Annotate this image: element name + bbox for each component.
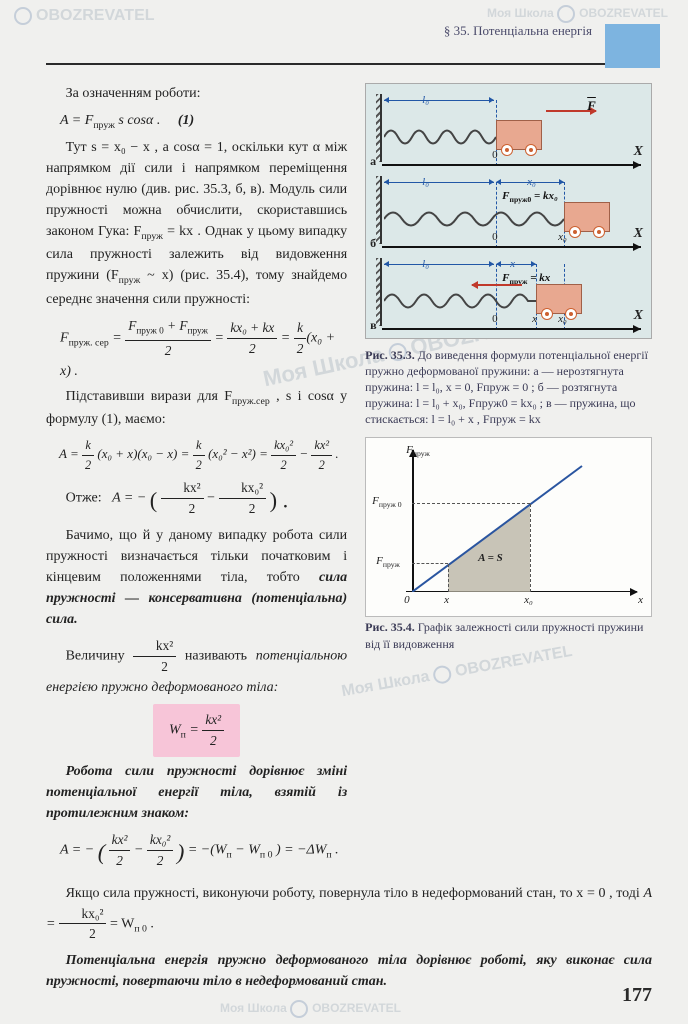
right-column: l₀ F X 0 а l₀ x₀ — [365, 83, 652, 875]
para-6: Величину kx²2 називають потенціальною ен… — [46, 636, 347, 698]
formula-A: A = k2 (x₀ + x)(x₀ − x) = k2 (x₀² − x²) … — [59, 436, 347, 474]
bottom-block: Якщо сила пружності, виконуючи роботу, п… — [46, 883, 652, 993]
para-8: Якщо сила пружності, виконуючи роботу, п… — [46, 883, 652, 945]
formula-2: Fпруж. сер = Fпруж 0 + Fпруж2 = kx₀ + kx… — [60, 316, 347, 382]
page-number: 177 — [622, 980, 652, 1010]
page: § 35. Потенціальна енергія За означенням… — [0, 0, 688, 1024]
caption-35-4: Рис. 35.4. Графік залежності сили пружно… — [365, 619, 652, 651]
para-9: Потенціальна енергія пружно деформованог… — [46, 950, 652, 992]
formula-final: A = − ( kx²2 − kx₀²2 ) = −(Wп − Wп 0 ) =… — [60, 830, 347, 871]
figure-35-4: Fпруж Fпруж 0 Fпруж x x₀ x 0 A = S — [365, 437, 652, 617]
left-column: За означенням роботи: A = Fпруж s cosα .… — [46, 83, 347, 875]
spring-panel-v: l₀ x Fпруж = kx X 0 x x₀ в — [372, 254, 645, 332]
para-1: За означенням роботи: — [46, 83, 347, 104]
formula-W-highlight: Wп = kx²2 — [46, 704, 347, 757]
spring-panel-b: l₀ x₀ Fпруж0 = kx₀ X 0 x₀ б — [372, 172, 645, 250]
caption-35-3: Рис. 35.3. До виведення формули потенціа… — [365, 347, 652, 428]
para-5: Бачимо, що й у даному випадку робота сил… — [46, 525, 347, 630]
spring-panel-a: l₀ F X 0 а — [372, 90, 645, 168]
corner-accent — [605, 24, 660, 68]
section-header: § 35. Потенціальна енергія — [46, 21, 652, 41]
para-4: Отже: A = − ( kx²2 − kx₀²2 ) . — [46, 478, 347, 519]
para-2: Тут s = x₀ − x , а cosα = 1, оскільки ку… — [46, 137, 347, 310]
formula-1: A = Fпруж s cosα . (1) — [60, 110, 347, 133]
para-7: Робота сили пружності дорівнює зміні пот… — [46, 761, 347, 824]
header-rule — [46, 63, 652, 65]
figure-35-3: l₀ F X 0 а l₀ x₀ — [365, 83, 652, 339]
para-3: Підставивши вирази для Fпруж.сер , s і c… — [46, 386, 347, 430]
